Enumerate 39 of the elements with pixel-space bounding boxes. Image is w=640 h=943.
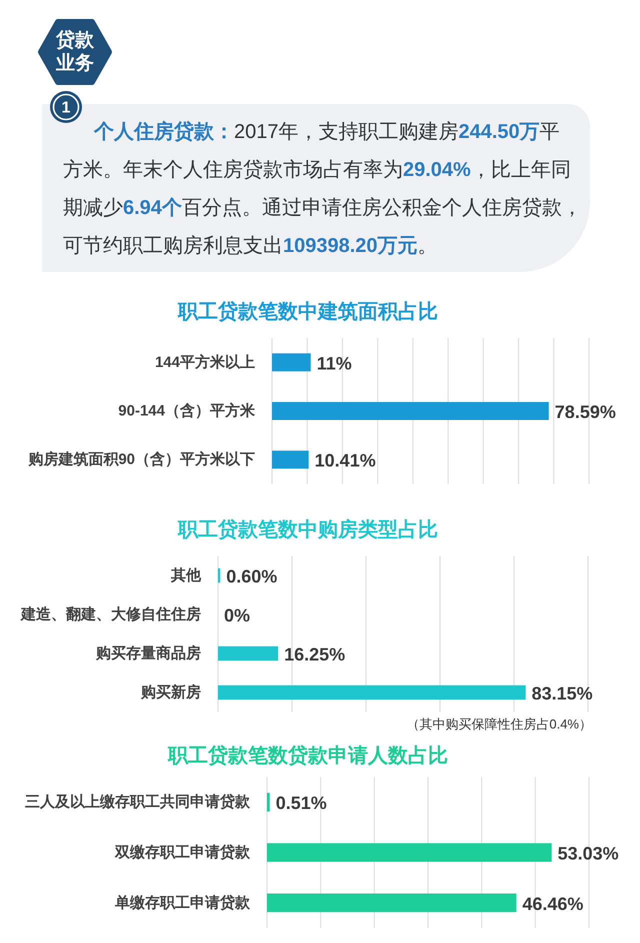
data-label: 0.51% — [276, 793, 327, 814]
y-tick-label: 144平方米以上 — [154, 352, 255, 371]
y-tick-label: 双缴存职工申请贷款 — [114, 844, 251, 861]
y-tick-label: 其他 — [170, 567, 202, 584]
data-label: 46.46% — [522, 894, 584, 914]
text: 个人住房贷款： — [94, 121, 234, 143]
y-tick-label: 单缴存职工申请贷款 — [114, 894, 251, 912]
text: 29.04% — [403, 159, 471, 181]
chart-title: 职工贷款笔数中购房类型占比 — [177, 518, 438, 541]
data-label: 0% — [224, 606, 250, 626]
text: ，比上年同 — [470, 159, 571, 181]
data-label: 53.03% — [558, 844, 619, 864]
text: 1 — [62, 100, 71, 116]
text: 方米。年末个人住房贷款市场占有率为 — [63, 159, 403, 181]
text: 贷款业务 — [54, 29, 95, 75]
text: 百分点。通过申请住房公积金个人住房贷款， — [182, 197, 582, 219]
text: 244.50万 — [458, 121, 540, 143]
y-tick-label: 三人及以上缴存职工共同申请贷款 — [25, 794, 251, 811]
text: 。 — [418, 235, 438, 257]
data-label: 11% — [316, 353, 352, 374]
data-label: 83.15% — [532, 684, 593, 704]
text: 109398.20万元 — [283, 235, 418, 257]
y-tick-label: 购买存量商品房 — [95, 644, 201, 662]
y-tick-label: 90-144（含）平方米 — [118, 402, 256, 420]
data-label: 0.60% — [226, 566, 278, 586]
chart-title: 职工贷款笔数中建筑面积占比 — [177, 300, 438, 323]
text: 2017年，支持职工购建房 — [234, 121, 458, 143]
text: 可节约职工购房利息支出 — [63, 235, 283, 257]
y-tick-label: 购买新房 — [140, 683, 201, 701]
text: 6.94个 — [123, 197, 182, 219]
y-tick-label: 建造、翻建、大修自住住房 — [20, 605, 201, 623]
data-label: 10.41% — [314, 450, 376, 471]
y-tick-label: 购房建筑面积90（含）平方米以下 — [27, 450, 255, 468]
data-label: 16.25% — [284, 644, 346, 664]
chart-title: 职工贷款笔数贷款申请人数占比 — [167, 744, 448, 767]
data-label: 78.59% — [554, 402, 616, 422]
text: 平 — [540, 121, 560, 143]
text: （其中购买保障性住房占0.4%） — [406, 716, 592, 732]
text: 期减少 — [63, 197, 123, 219]
